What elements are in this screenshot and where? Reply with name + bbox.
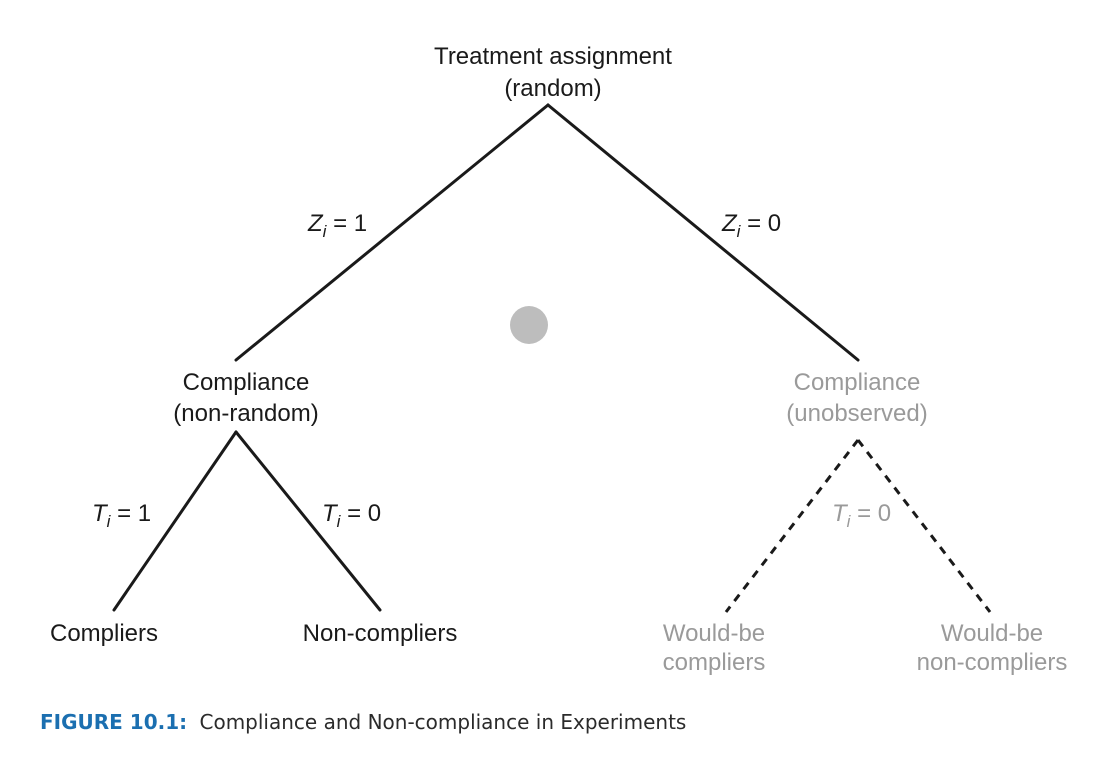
left-compliance-label: Compliance	[183, 369, 310, 396]
edge-label-t0-right-sub: i	[847, 512, 852, 531]
leaf-compliers-label: Compliers	[50, 620, 158, 647]
edge-root-to-left	[234, 103, 550, 362]
edge-label-t0-left-sub: i	[337, 512, 342, 531]
edge-label-t-equals-0-left: Ti = 0	[322, 500, 381, 531]
left-compliance-sublabel: (non-random)	[173, 400, 318, 427]
root-node-label: Treatment assignment	[434, 43, 672, 70]
gray-dot-marker	[510, 306, 548, 344]
edge-label-t-equals-1: Ti = 1	[92, 500, 151, 531]
edge-label-z0-rest: = 0	[740, 210, 781, 237]
edge-label-z1-sub: i	[323, 222, 328, 241]
edge-label-t0-right-var: T	[832, 500, 849, 527]
edge-label-z-equals-0: Zi = 0	[721, 210, 781, 241]
leaf-would-noncompliers-label: Would-be	[941, 620, 1043, 647]
leaf-noncompliers-label: Non-compliers	[303, 620, 458, 647]
edge-label-z0-sub: i	[737, 222, 742, 241]
edge-label-z1-var: Z	[307, 210, 324, 237]
figure-caption-text: Compliance and Non-compliance in Experim…	[199, 710, 687, 734]
edge-label-z0-var: Z	[721, 210, 738, 237]
edge-right-to-would-compliers	[724, 439, 860, 613]
edge-label-t0-right-rest: = 0	[850, 500, 891, 527]
leaf-would-compliers-sublabel: compliers	[663, 649, 766, 676]
edge-label-t-equals-0-right: Ti = 0	[832, 500, 891, 531]
leaf-would-compliers-label: Would-be	[663, 620, 765, 647]
edge-label-t1-sub: i	[107, 512, 112, 531]
edge-right-to-would-noncompliers	[856, 439, 992, 613]
edge-left-to-noncompliers	[234, 430, 382, 612]
figure-caption: FIGURE 10.1: Compliance and Non-complian…	[40, 710, 686, 734]
edge-label-t0-left-rest: = 0	[340, 500, 381, 527]
edge-label-z-equals-1: Zi = 1	[307, 210, 367, 241]
edge-label-t0-left-var: T	[322, 500, 339, 527]
figure-caption-label: FIGURE 10.1:	[40, 710, 188, 734]
right-compliance-sublabel: (unobserved)	[786, 400, 927, 427]
edge-label-t1-var: T	[92, 500, 109, 527]
edge-left-to-compliers	[112, 430, 238, 612]
edge-label-t1-rest: = 1	[110, 500, 151, 527]
edge-label-z1-rest: = 1	[326, 210, 367, 237]
leaf-would-noncompliers-sublabel: non-compliers	[917, 649, 1068, 676]
edge-root-to-right	[546, 103, 860, 362]
root-node-sublabel: (random)	[504, 75, 601, 102]
right-compliance-label: Compliance	[794, 369, 921, 396]
